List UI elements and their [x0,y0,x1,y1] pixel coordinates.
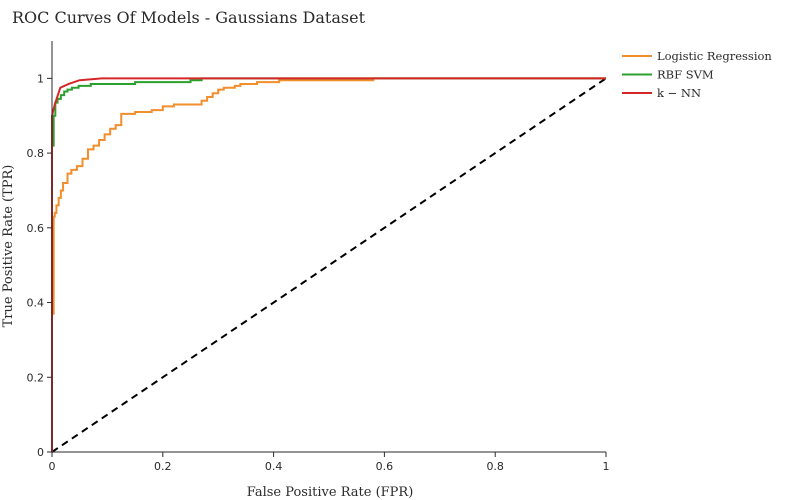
y-tick-label: 1 [37,72,44,85]
x-tick-label: 0 [49,460,56,473]
y-tick-label: 0.4 [27,297,45,310]
chart-title: ROC Curves Of Models - Gaussians Dataset [12,8,366,27]
legend-item[interactable]: k − NN [622,86,701,100]
x-tick-label: 0.4 [265,460,283,473]
legend-item[interactable]: RBF SVM [622,68,714,82]
x-ticks: 0 0.2 0.4 0.6 0.8 1 [49,452,610,473]
x-axis-label: False Positive Rate (FPR) [247,485,414,500]
series-line-0 [51,77,606,452]
legend-label: RBF SVM [657,68,714,82]
y-tick-label: 0.6 [27,222,45,235]
y-tick-label: 0.8 [27,147,45,160]
x-tick-label: 0.6 [376,460,394,473]
legend-label: Logistic Regression [657,49,772,63]
legend-item[interactable]: Logistic Regression [622,49,772,63]
legend[interactable]: Logistic Regression RBF SVM k − NN [622,49,772,100]
y-tick-label: 0.2 [27,371,45,384]
plot-lines [51,77,607,453]
x-tick-label: 1 [603,460,610,473]
y-axis-label: True Positive Rate (TPR) [1,165,16,328]
y-tick-label: 0 [37,446,44,459]
legend-label: k − NN [657,86,701,100]
chance-diagonal-line [51,77,607,453]
series-line-1 [51,77,606,452]
x-tick-label: 0.8 [486,460,504,473]
x-tick-label: 0.2 [154,460,172,473]
y-ticks: 0 0.2 0.4 0.6 0.8 1 [27,72,52,459]
